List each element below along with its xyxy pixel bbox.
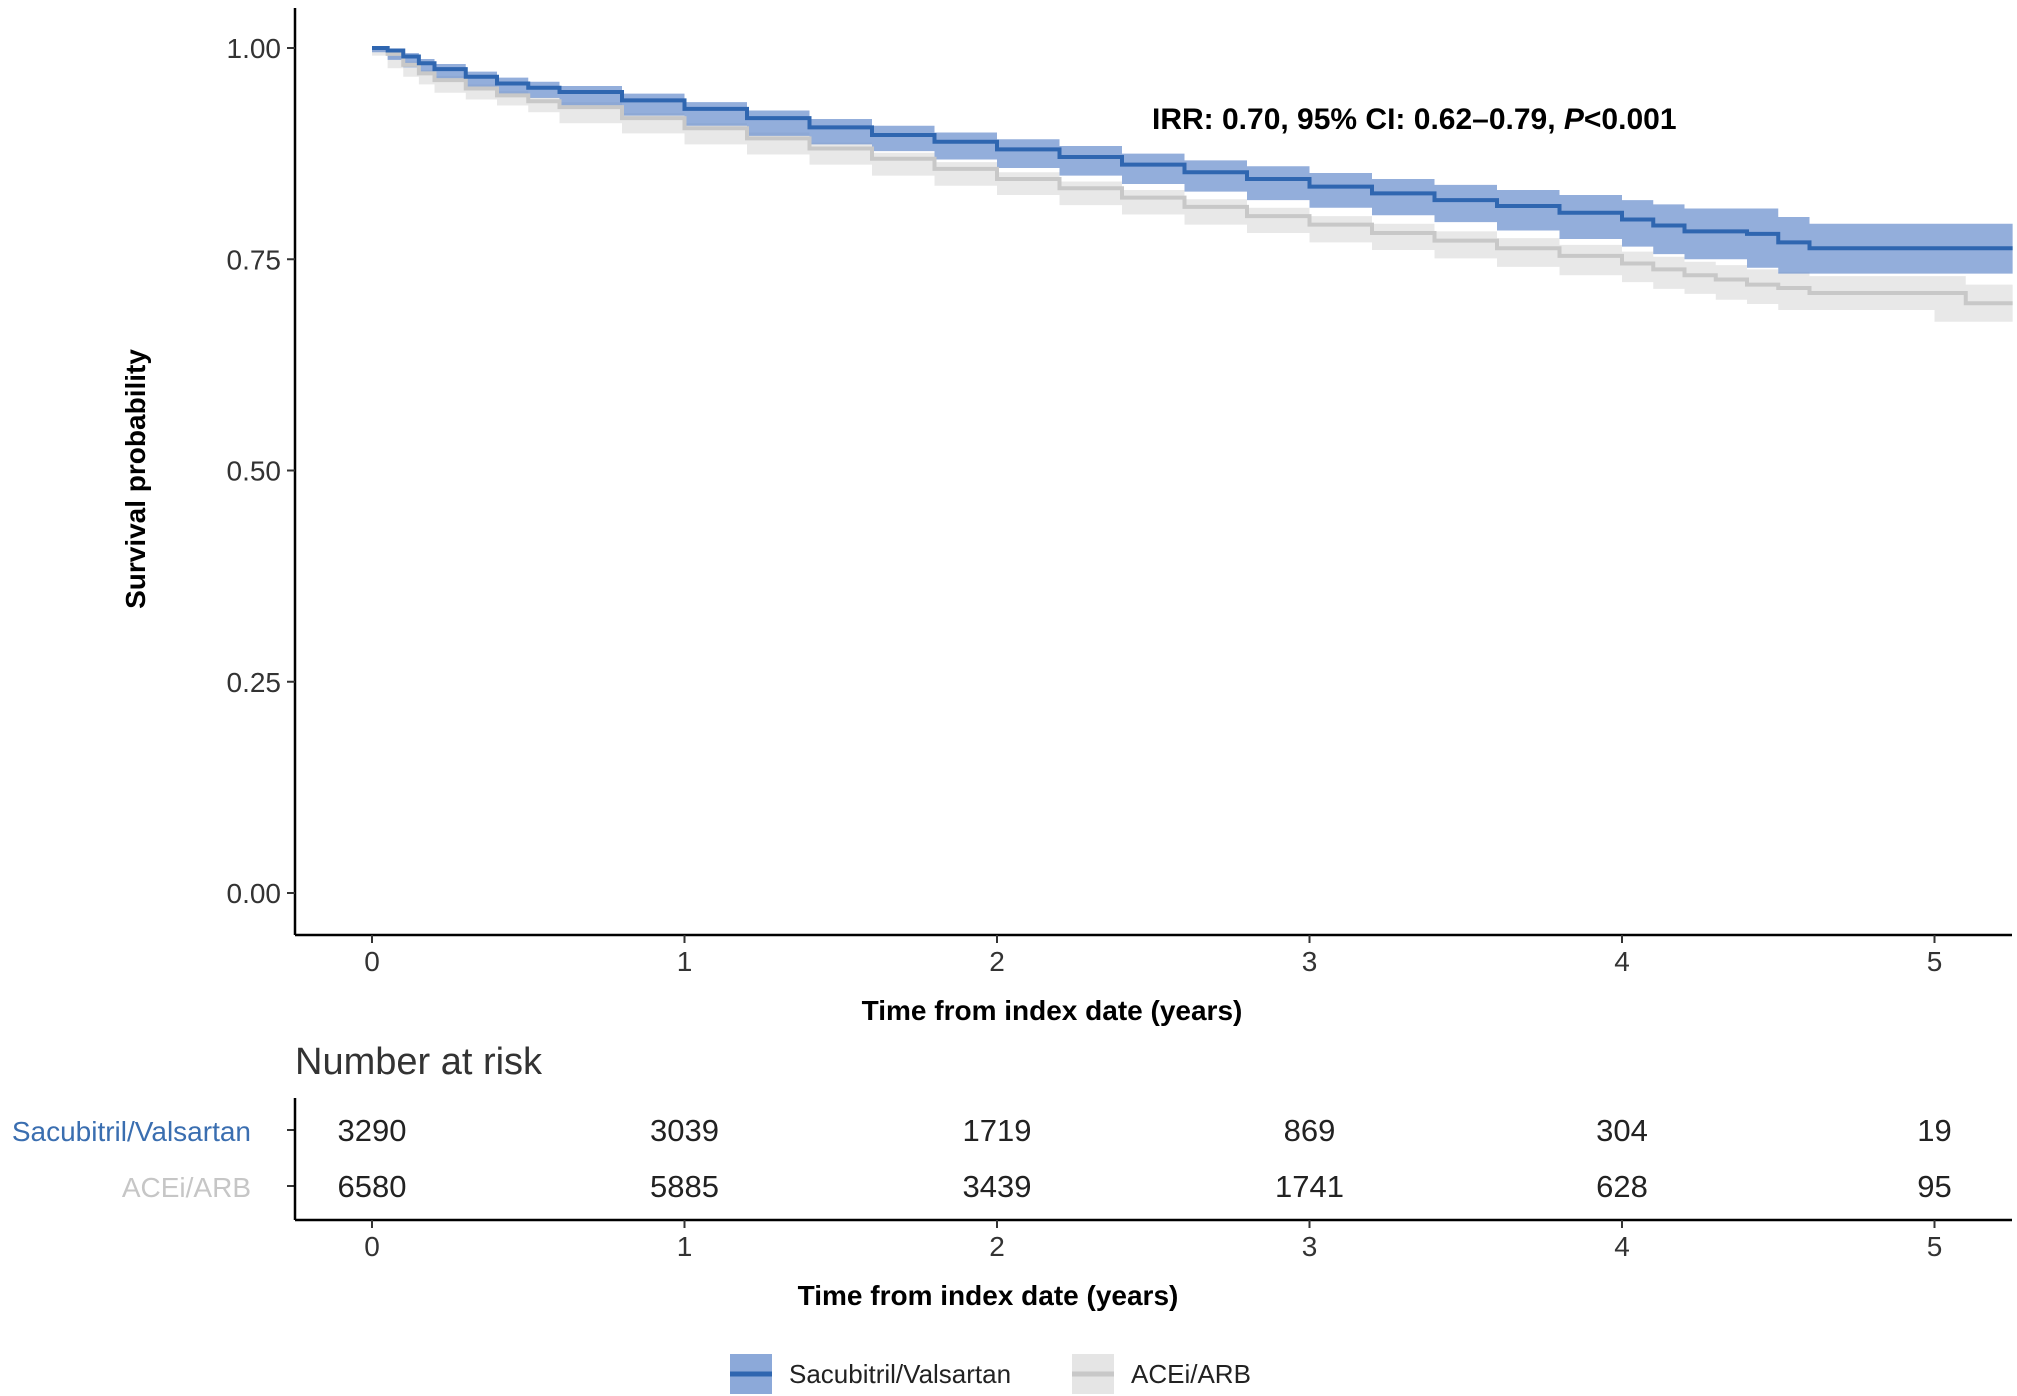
legend-item-sacubitril-valsartan: Sacubitril/Valsartan — [730, 1354, 1011, 1394]
risk-x-tick-label: 2 — [989, 1231, 1005, 1262]
irr-annotation: IRR: 0.70, 95% CI: 0.62–0.79, P<0.001 — [1152, 103, 1677, 136]
risk-cell-acei-arb: 5885 — [650, 1169, 719, 1204]
risk-table-x-ticks: 0 1 2 3 4 5 — [364, 1220, 1942, 1262]
irr-annotation-p-symbol: P — [1564, 103, 1585, 136]
legend-label-acei-arb: ACEi/ARB — [1131, 1359, 1251, 1389]
irr-annotation-prefix: IRR: 0.70, 95% CI: 0.62–0.79, — [1152, 103, 1564, 136]
number-at-risk-table: Number at risk Sacubitril/Valsartan 3290 3… — [12, 1041, 2012, 1311]
risk-cell-sacubitril-valsartan: 19 — [1917, 1113, 1951, 1148]
survival-curves — [372, 46, 2013, 306]
risk-x-tick-label: 3 — [1302, 1231, 1318, 1262]
x-axis-title: Time from index date (years) — [862, 995, 1243, 1026]
y-tick-label: 0.50 — [227, 456, 282, 487]
confidence-bands — [372, 48, 2013, 322]
risk-x-tick-label: 5 — [1927, 1231, 1943, 1262]
legend-item-acei-arb: ACEi/ARB — [1072, 1354, 1251, 1394]
risk-cell-sacubitril-valsartan: 1719 — [963, 1113, 1032, 1148]
risk-cell-acei-arb: 628 — [1596, 1169, 1648, 1204]
risk-table-rows: Sacubitril/Valsartan 3290 3039 1719 869 304 19… — [12, 1113, 1952, 1204]
risk-row-label-acei-arb: ACEi/ARB — [122, 1172, 251, 1203]
x-tick-label: 4 — [1614, 946, 1630, 977]
legend-label-sacubitril-valsartan: Sacubitril/Valsartan — [789, 1359, 1011, 1389]
risk-x-tick-label: 4 — [1614, 1231, 1630, 1262]
risk-x-tick-label: 1 — [677, 1231, 693, 1262]
risk-cell-sacubitril-valsartan: 3290 — [338, 1113, 407, 1148]
y-tick-label: 1.00 — [227, 33, 282, 64]
risk-cell-acei-arb: 1741 — [1275, 1169, 1344, 1204]
risk-cell-sacubitril-valsartan: 3039 — [650, 1113, 719, 1148]
irr-annotation-p-value: <0.001 — [1584, 103, 1677, 136]
risk-cell-acei-arb: 6580 — [338, 1169, 407, 1204]
ci-band-sacubitril-valsartan — [372, 48, 2013, 274]
risk-cell-acei-arb: 95 — [1917, 1169, 1951, 1204]
x-tick-label: 2 — [989, 946, 1005, 977]
risk-table-x-axis-title: Time from index date (years) — [798, 1280, 1179, 1311]
x-tick-label: 1 — [677, 946, 693, 977]
chart-legend: Sacubitril/Valsartan ACEi/ARB — [730, 1354, 1251, 1394]
risk-table-title: Number at risk — [295, 1041, 543, 1083]
ci-band-acei-arb — [372, 48, 2013, 322]
survival-plot: 0.00 0.25 0.50 0.75 1.00 0 1 2 3 4 5 Survival pro… — [120, 8, 2013, 1026]
survival-line-sacubitril-valsartan — [372, 46, 2013, 251]
risk-row-label-sacubitril-valsartan: Sacubitril/Valsartan — [12, 1116, 251, 1147]
y-axis-title: Survival probability — [120, 349, 151, 609]
x-tick-label: 3 — [1302, 946, 1318, 977]
risk-cell-acei-arb: 3439 — [963, 1169, 1032, 1204]
x-axis-ticks: 0 1 2 3 4 5 — [364, 935, 1942, 977]
survival-line-acei-arb — [372, 46, 2013, 306]
risk-cell-sacubitril-valsartan: 304 — [1596, 1113, 1648, 1148]
x-tick-label: 5 — [1927, 946, 1943, 977]
risk-x-tick-label: 0 — [364, 1231, 380, 1262]
y-axis-ticks: 0.00 0.25 0.50 0.75 1.00 — [227, 33, 295, 909]
y-tick-label: 0.00 — [227, 878, 282, 909]
y-tick-label: 0.25 — [227, 667, 282, 698]
risk-cell-sacubitril-valsartan: 869 — [1284, 1113, 1336, 1148]
x-tick-label: 0 — [364, 946, 380, 977]
y-tick-label: 0.75 — [227, 244, 282, 275]
